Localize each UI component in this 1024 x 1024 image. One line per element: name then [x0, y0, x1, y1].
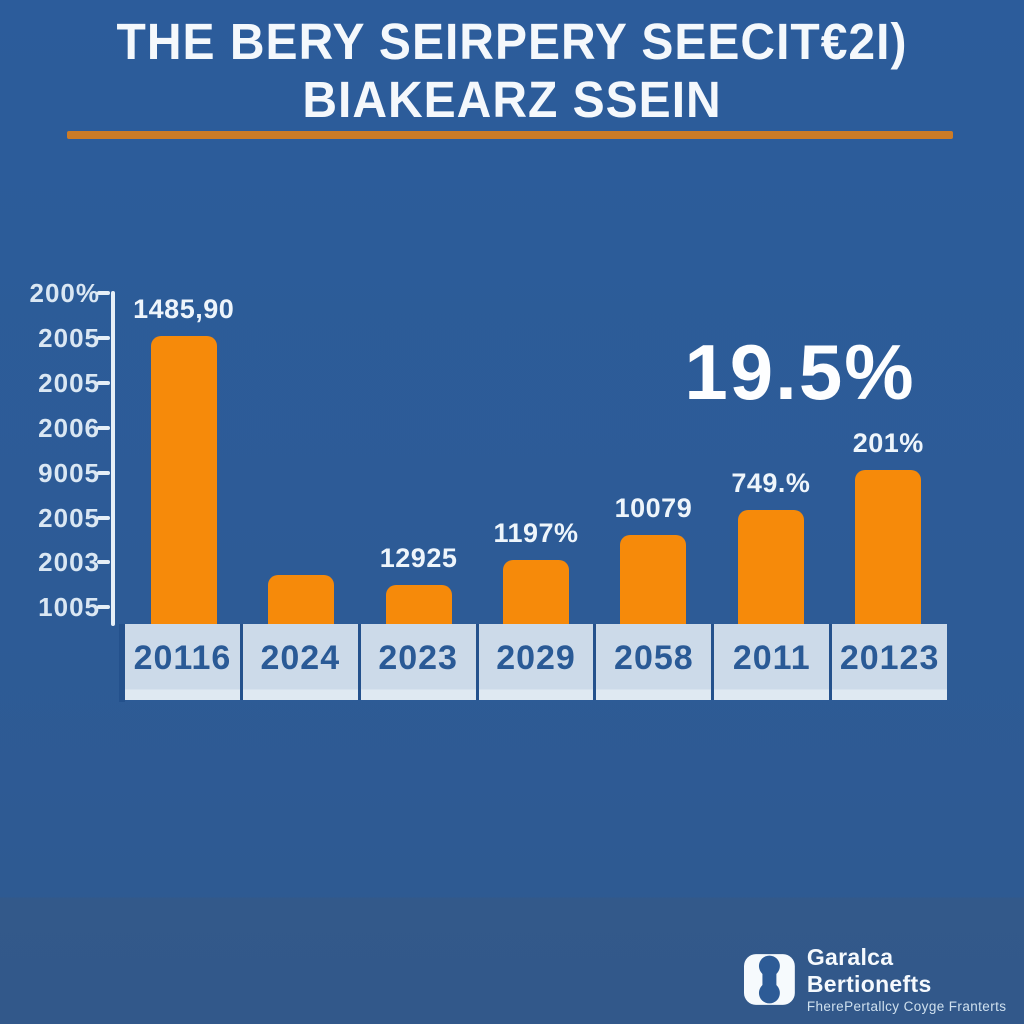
y-tick-label: 2003 — [38, 547, 100, 578]
category-cell: 2029 — [475, 624, 594, 700]
y-axis-line — [111, 291, 115, 626]
title-line-2: BIAKEARZ SSEIN — [302, 72, 722, 129]
category-band-left-edge — [119, 624, 125, 702]
y-tick-label: 2005 — [38, 322, 100, 353]
category-label: 2024 — [260, 638, 341, 677]
y-tick-label: 2006 — [38, 412, 100, 443]
bar-value-label: 10079 — [614, 493, 693, 523]
category-label: 2058 — [614, 638, 694, 677]
category-label: 20116 — [133, 638, 232, 677]
y-tick-mark — [97, 380, 110, 385]
y-tick-mark — [97, 560, 110, 565]
title-line-1: THE BERY SEIRPERY SEECIT€2I) — [116, 14, 908, 71]
category-label: 2029 — [496, 638, 576, 677]
category-cell: 2024 — [239, 624, 358, 700]
title-underline-rule — [67, 131, 953, 139]
bar-value-label: 12925 — [379, 543, 458, 573]
category-label: 2011 — [732, 638, 811, 677]
y-tick-mark — [97, 605, 110, 610]
bar-value-label: 201% — [852, 428, 924, 458]
bar-2029 — [503, 560, 569, 630]
quatrefoil-badge-icon — [744, 954, 795, 1005]
category-cell: 2011 — [711, 624, 829, 700]
title-block: THE BERY SEIRPERY SEECIT€2I) BIAKEARZ SS… — [0, 14, 1024, 130]
bar-2023 — [385, 585, 452, 630]
y-tick-mark — [97, 335, 110, 340]
bar-value-label: 1485,90 — [133, 294, 235, 324]
category-cell: 2023 — [357, 624, 476, 700]
category-cell: 20123 — [829, 624, 947, 700]
brand-name: Garalca Bertionefts — [806, 944, 932, 997]
brand-tagline: FherePertallcy Coyge Franterts — [806, 999, 1007, 1014]
y-tick-label: 9005 — [38, 457, 100, 488]
bar-value-label: 749.% — [731, 468, 811, 498]
brand-text-block: Garalca Bertionefts FherePertallcy Coyge… — [807, 944, 1024, 1015]
bar-value-label: 1197% — [493, 518, 579, 548]
y-tick-mark — [97, 515, 110, 520]
y-tick-label: 2005 — [38, 502, 100, 533]
category-cell: 2058 — [593, 624, 711, 700]
bar-2024 — [268, 575, 335, 630]
y-tick-label: 1005 — [38, 592, 100, 623]
bar-2011 — [737, 510, 804, 630]
y-tick-label: 200% — [29, 278, 100, 308]
y-tick-label: 2005 — [38, 367, 100, 398]
bar-2058 — [620, 535, 687, 630]
category-label: 2023 — [378, 638, 458, 677]
category-cell: 20116 — [125, 624, 240, 700]
bar-20123 — [855, 470, 922, 630]
bar-20116 — [150, 336, 217, 630]
footer-brand: Garalca Bertionefts FherePertallcy Coyge… — [744, 944, 1024, 1015]
y-tick-mark — [97, 470, 110, 475]
highlight-percentage: 19.5% — [684, 328, 916, 416]
y-tick-mark — [97, 291, 110, 295]
y-tick-mark — [97, 425, 110, 430]
category-band: 20116 2024 2023 2029 2058 2011 20123 — [125, 624, 947, 702]
category-label: 20123 — [839, 638, 940, 677]
